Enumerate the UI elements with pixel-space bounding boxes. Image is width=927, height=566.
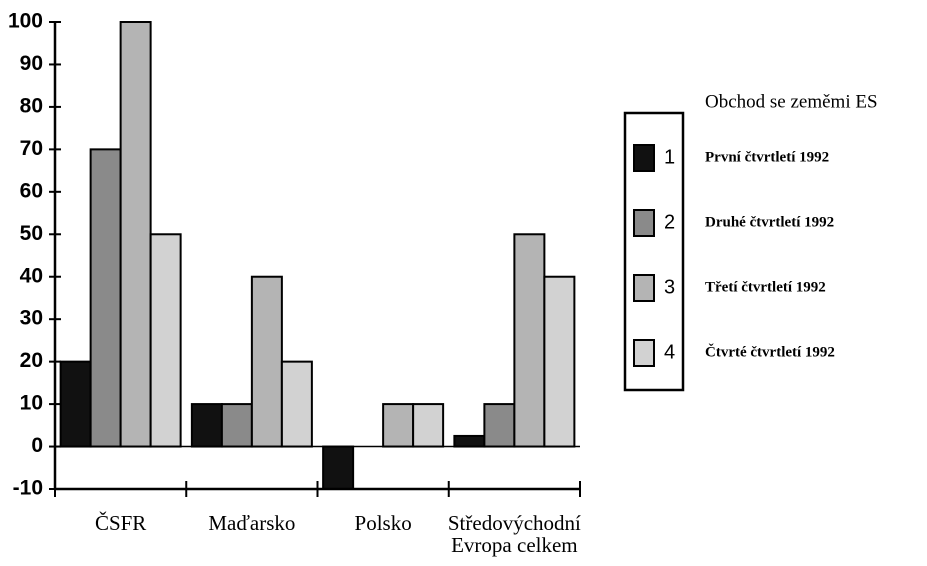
y-tick-label: 100 bbox=[8, 10, 43, 33]
y-tick-label: 70 bbox=[20, 137, 43, 160]
bar bbox=[322, 445, 355, 490]
bar bbox=[149, 233, 182, 448]
legend-label: Druhé čtvrtletí 1992 bbox=[705, 214, 834, 230]
y-tick-label: 10 bbox=[20, 392, 43, 415]
bar bbox=[250, 275, 283, 448]
legend-label: První čtvrtletí 1992 bbox=[705, 149, 829, 165]
y-tick-label: 90 bbox=[20, 52, 43, 75]
y-tick-label: 0 bbox=[31, 434, 43, 457]
x-tick-label: Středovýchodní Evropa celkem bbox=[447, 511, 581, 557]
legend-key: 1 bbox=[664, 146, 675, 168]
y-tick-label: 30 bbox=[20, 307, 43, 330]
legend-swatch bbox=[633, 144, 655, 172]
bar bbox=[280, 360, 313, 448]
legend-key: 3 bbox=[664, 276, 675, 298]
bar bbox=[453, 434, 486, 448]
x-tick-label: Maďarsko bbox=[208, 511, 296, 535]
bar bbox=[382, 403, 415, 448]
legend-key: 4 bbox=[664, 341, 675, 363]
bar bbox=[220, 403, 253, 448]
bar bbox=[89, 148, 122, 448]
y-tick-label: -10 bbox=[13, 477, 43, 500]
legend-key: 2 bbox=[664, 211, 675, 233]
legend-swatch bbox=[633, 339, 655, 367]
legend-swatch bbox=[633, 274, 655, 302]
x-tick-label: ČSFR bbox=[94, 511, 147, 535]
legend-swatch bbox=[633, 209, 655, 237]
legend-title: Obchod se zeměmi ES bbox=[705, 91, 878, 112]
bar bbox=[119, 21, 152, 448]
y-tick-label: 20 bbox=[20, 349, 43, 372]
bar bbox=[59, 360, 92, 448]
legend-label: Čtvrté čtvrtletí 1992 bbox=[705, 343, 835, 360]
y-tick-label: 80 bbox=[20, 94, 43, 117]
y-tick-label: 50 bbox=[20, 222, 43, 245]
legend-label: Třetí čtvrtletí 1992 bbox=[705, 279, 826, 295]
y-tick-label: 40 bbox=[20, 264, 43, 287]
bar bbox=[513, 233, 546, 448]
bar bbox=[543, 275, 576, 448]
legend-box bbox=[623, 111, 685, 392]
bar bbox=[190, 403, 223, 448]
x-tick-label: Polsko bbox=[354, 511, 412, 535]
bar bbox=[483, 403, 516, 448]
y-tick-label: 60 bbox=[20, 179, 43, 202]
bar bbox=[412, 403, 445, 448]
